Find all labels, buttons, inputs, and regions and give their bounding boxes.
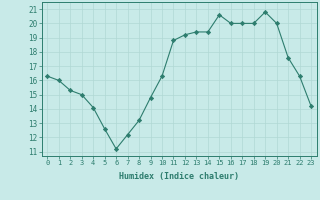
- X-axis label: Humidex (Indice chaleur): Humidex (Indice chaleur): [119, 172, 239, 181]
